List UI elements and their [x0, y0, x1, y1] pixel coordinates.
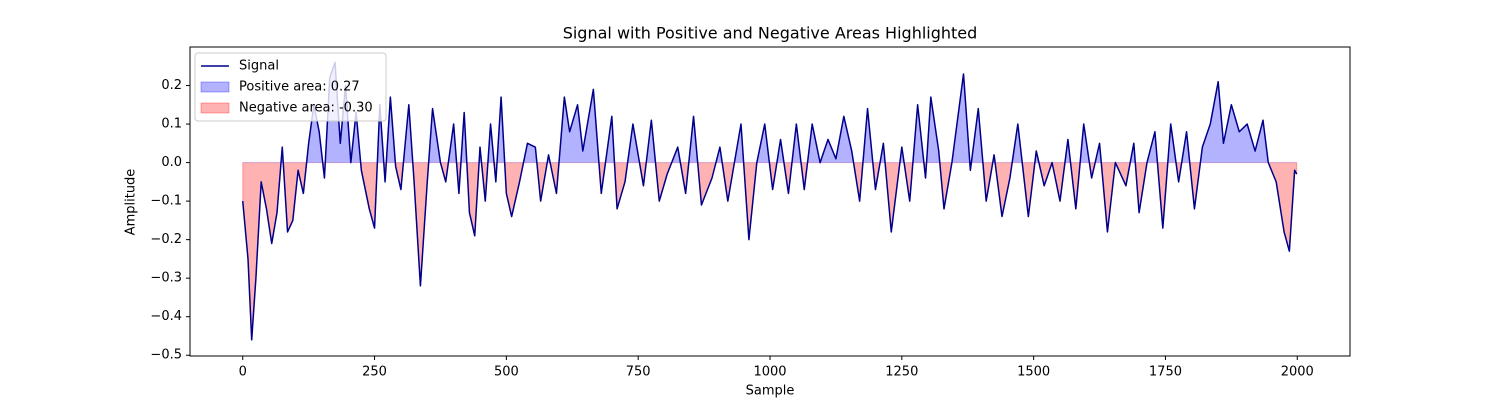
plot-frame	[189, 46, 1351, 357]
chart-title: Signal with Positive and Negative Areas …	[563, 24, 978, 43]
y-axis-label: Amplitude	[124, 169, 139, 236]
y-tick-label: 0.1	[161, 117, 182, 132]
legend-box	[194, 52, 387, 122]
x-tick-label: 0	[239, 365, 247, 380]
legend-swatch	[200, 81, 230, 93]
y-tick-label: −0.2	[150, 232, 182, 247]
x-tick-label: 1750	[1149, 365, 1182, 380]
x-tick-label: 1000	[753, 365, 786, 380]
y-tick-label: −0.4	[150, 309, 182, 324]
x-tick-label: 750	[626, 365, 651, 380]
x-tick-label: 250	[362, 365, 387, 380]
legend-label: Signal	[239, 59, 279, 74]
y-tick-label: 0.2	[161, 78, 182, 93]
legend-swatch	[200, 102, 230, 114]
x-tick-label: 2000	[1281, 365, 1314, 380]
x-tick-label: 1500	[1017, 365, 1050, 380]
y-tick-label: −0.3	[150, 271, 182, 286]
signal-line	[241, 61, 1298, 341]
y-tick-label: 0.0	[161, 155, 182, 170]
area-fill	[242, 62, 1298, 163]
x-axis-label: Sample	[746, 384, 795, 399]
x-tick-label: 500	[494, 365, 519, 380]
legend-label: Negative area: -0.30	[239, 101, 373, 116]
y-tick-label: −0.5	[150, 348, 182, 363]
legend-label: Positive area: 0.27	[239, 80, 360, 95]
y-tick-label: −0.1	[150, 194, 182, 209]
x-tick-label: 1250	[885, 365, 918, 380]
